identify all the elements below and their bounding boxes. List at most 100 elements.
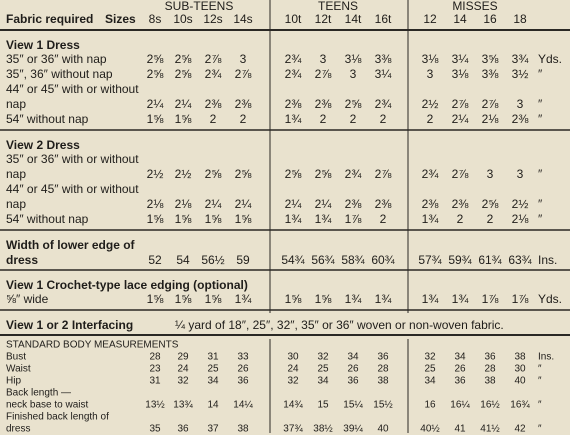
value: 38 (484, 376, 496, 387)
value: 2 (457, 212, 464, 226)
row-label: Hip (6, 376, 21, 387)
value: 2⅝ (175, 67, 193, 81)
value: 2⅝ (175, 52, 193, 66)
unit: Yds. (538, 292, 562, 306)
value: 36 (377, 352, 389, 363)
value: 1⅝ (147, 292, 165, 306)
unit: ″ (538, 400, 542, 411)
value: 30 (514, 364, 526, 375)
value: 1⅝ (315, 292, 333, 306)
value: 1⅞ (482, 292, 500, 306)
size-label: 14t (345, 12, 362, 26)
value: 54 (176, 253, 190, 267)
value: 36 (347, 376, 359, 387)
value: 3 (487, 167, 494, 181)
value: 13¾ (173, 400, 193, 411)
value: 3½ (512, 67, 529, 81)
value: 24 (287, 364, 299, 375)
value: 25 (317, 364, 329, 375)
value: 56¾ (311, 253, 335, 267)
value: 36 (177, 424, 189, 435)
sizes-label: Sizes (105, 12, 136, 26)
value: 29 (177, 352, 189, 363)
unit: ″ (538, 424, 542, 435)
size-label: 8s (149, 12, 162, 26)
value: 2⅜ (512, 112, 530, 126)
value: 3¾ (512, 52, 530, 66)
unit: ″ (538, 67, 543, 81)
row-label: 54″ without nap (6, 212, 89, 226)
value: 3 (517, 167, 524, 181)
value: 35 (149, 424, 161, 435)
group-name: TEENS (318, 0, 358, 13)
value: 15 (317, 400, 329, 411)
value: 2⅞ (235, 67, 253, 81)
value: 2 (487, 212, 494, 226)
value: 2 (210, 112, 217, 126)
value: 14 (207, 400, 219, 411)
section-heading: View 1 or 2 Interfacing (6, 318, 133, 332)
unit: ″ (538, 167, 543, 181)
value: 2⅞ (315, 67, 333, 81)
unit: ″ (538, 364, 542, 375)
value: 15¼ (343, 399, 363, 411)
row-label: Bust (6, 352, 26, 363)
value: 32 (424, 352, 436, 363)
value: 3 (517, 97, 524, 111)
value: 2⅝ (235, 167, 253, 181)
value: 3⅜ (482, 67, 500, 81)
value: 1¾ (235, 292, 253, 306)
value: 2¾ (375, 97, 393, 111)
value: 33 (237, 352, 249, 363)
value: 24 (177, 364, 189, 375)
value: 1⅝ (205, 212, 223, 226)
value: 2¾ (285, 67, 303, 81)
row-label: 54″ without nap (6, 112, 89, 126)
value: 2½ (422, 97, 439, 111)
value: 37 (207, 424, 219, 435)
size-label: 12s (203, 12, 222, 26)
value: 52 (148, 253, 162, 267)
value: 3 (320, 52, 327, 66)
value: 40 (377, 424, 389, 435)
value: 2⅜ (235, 97, 253, 111)
value: 2¼ (205, 197, 223, 211)
value: 57¾ (418, 253, 442, 267)
unit: ″ (538, 112, 543, 126)
value: 56½ (201, 253, 224, 267)
value: 2⅞ (375, 167, 393, 181)
size-label: 14s (233, 12, 252, 26)
value: 34 (454, 352, 466, 363)
value: 58¾ (341, 253, 365, 267)
value: 28 (484, 364, 496, 375)
value: 26 (237, 364, 249, 375)
value: 3⅛ (422, 52, 440, 66)
row-label: 35″ or 36″ with or without (6, 152, 139, 166)
unit: ″ (538, 212, 543, 226)
value: 2⅝ (147, 52, 165, 66)
row-label: Finished back length of (6, 412, 109, 423)
value: 32 (317, 352, 329, 363)
value: 3¼ (375, 67, 393, 81)
row-label: 44″ or 45″ with or without (6, 82, 139, 96)
value: 16¼ (450, 399, 470, 411)
value: 2⅝ (482, 197, 500, 211)
size-label: 16t (375, 12, 392, 26)
value: 1⅝ (147, 112, 165, 126)
value: 3⅜ (375, 52, 393, 66)
value: 16½ (480, 400, 500, 411)
value: 2¼ (235, 197, 253, 211)
value: 1¾ (422, 212, 440, 226)
value: 25 (207, 364, 219, 375)
value: 2 (380, 112, 387, 126)
value: 2⅝ (205, 167, 223, 181)
value: 2⅝ (345, 97, 363, 111)
value: 2½ (175, 167, 192, 181)
value: 3¼ (452, 52, 470, 66)
value: 1⅝ (175, 212, 193, 226)
size-label: 12t (315, 12, 332, 26)
value: 13½ (145, 400, 165, 411)
value: 1¾ (285, 112, 303, 126)
value: 2¼ (175, 97, 193, 111)
